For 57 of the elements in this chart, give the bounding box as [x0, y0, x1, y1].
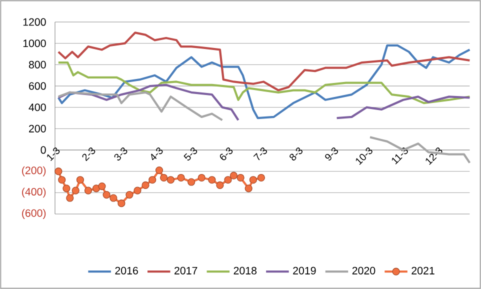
y-tick-label: (200) — [22, 166, 46, 176]
legend-label: 2019 — [293, 266, 316, 274]
y-tick-label: 0 — [40, 146, 46, 154]
line-series — [57, 61, 471, 104]
point — [198, 174, 206, 182]
x-tick-label: 5-3 — [184, 148, 198, 160]
point — [118, 200, 126, 208]
point — [142, 181, 150, 190]
y-tick-label: 200 — [29, 124, 46, 132]
point — [134, 186, 142, 194]
legend-label: 2020 — [352, 266, 376, 274]
point — [66, 194, 74, 202]
legend-label: 2016 — [115, 266, 138, 274]
point — [236, 174, 244, 182]
x-tick-label: 1-3 — [47, 148, 60, 161]
point — [58, 176, 66, 184]
point — [244, 184, 252, 192]
legend-label: 2018 — [234, 266, 257, 274]
y-tick-label: 400 — [28, 104, 46, 112]
point — [126, 191, 134, 199]
x-tick-label: 4-3 — [151, 148, 163, 160]
y-tick-label: 1000 — [23, 40, 46, 48]
y-tick-label: 600 — [29, 82, 46, 90]
point — [98, 182, 106, 190]
y-tick-label: (600) — [22, 209, 46, 219]
point — [110, 194, 118, 202]
line-series — [57, 32, 471, 92]
point — [72, 186, 80, 194]
x-tick-label: 6-3 — [220, 148, 233, 160]
point — [166, 176, 175, 184]
point — [148, 176, 156, 184]
point — [160, 174, 168, 182]
point — [216, 181, 224, 190]
point — [62, 184, 70, 192]
legend-label: 2021 — [412, 266, 434, 274]
x-tick-label: 7-3 — [253, 148, 267, 160]
point — [188, 178, 196, 186]
legend-label: 2017 — [174, 266, 198, 274]
point — [224, 176, 232, 184]
line-series — [57, 44, 471, 120]
y-tick-label: 1200 — [23, 18, 46, 26]
point — [230, 172, 238, 180]
x-tick-label: 8-3 — [290, 148, 303, 160]
point — [155, 166, 164, 174]
x-tick-label: 2-3 — [82, 148, 96, 162]
x-tick-label: 9-3 — [325, 148, 338, 160]
x-tick-label: 3-3 — [114, 148, 128, 160]
point — [208, 176, 216, 184]
point — [54, 168, 62, 176]
point — [177, 174, 185, 182]
point — [249, 176, 257, 184]
point — [76, 176, 84, 184]
point — [102, 191, 110, 199]
y-tick-label: 800 — [28, 60, 46, 68]
point — [84, 186, 92, 194]
point — [257, 174, 265, 182]
y-tick-label: (400) — [22, 188, 46, 198]
